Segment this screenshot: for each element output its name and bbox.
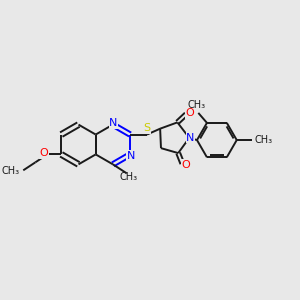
Text: S: S [143, 124, 151, 134]
Text: CH₃: CH₃ [119, 172, 137, 182]
Text: N: N [186, 133, 195, 143]
Text: CH₃: CH₃ [255, 135, 273, 145]
Text: N: N [109, 118, 118, 128]
Text: O: O [182, 160, 190, 170]
Text: O: O [40, 148, 48, 158]
Text: O: O [186, 108, 194, 118]
Text: CH₃: CH₃ [2, 167, 20, 176]
Text: CH₃: CH₃ [187, 100, 205, 110]
Text: N: N [127, 151, 135, 160]
